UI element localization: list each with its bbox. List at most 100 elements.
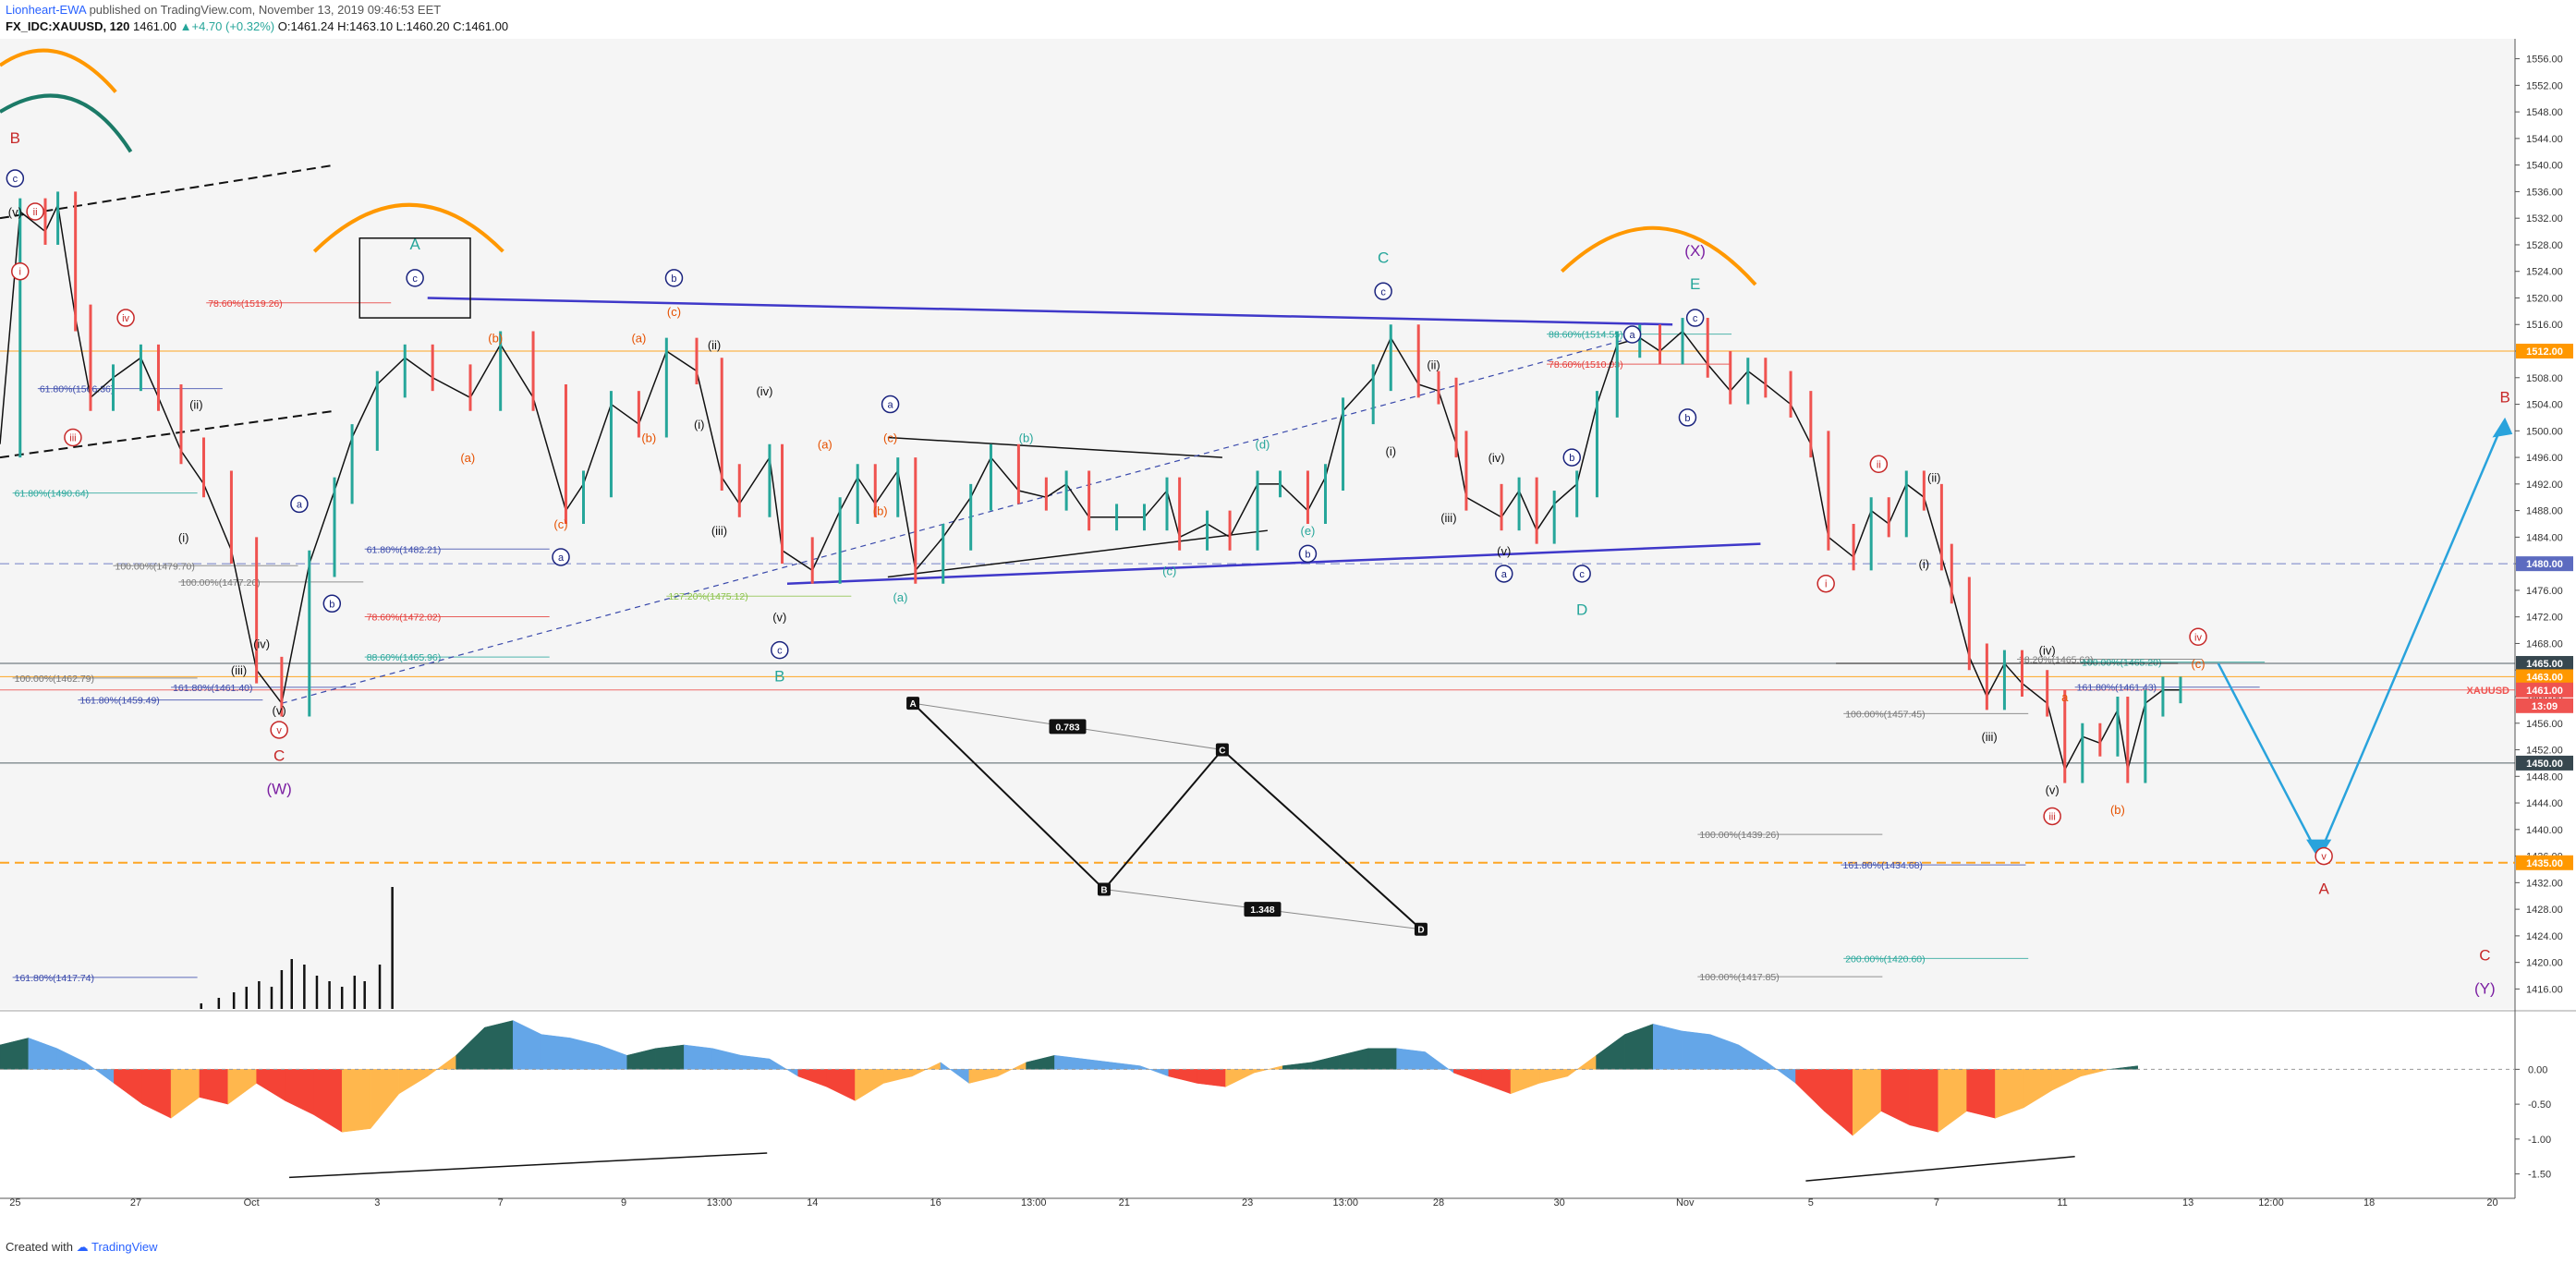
author-link[interactable]: Lionheart-EWA xyxy=(6,3,86,17)
pattern-point xyxy=(906,697,920,710)
price-tick-label: 1504.00 xyxy=(2526,400,2563,411)
osc-segment xyxy=(655,1044,685,1070)
wave-circle xyxy=(664,269,684,287)
wave-circle xyxy=(116,309,135,327)
price-tick-label: 1520.00 xyxy=(2526,293,2563,304)
volume-bars xyxy=(200,887,394,1009)
wave-circle xyxy=(2043,807,2061,826)
divergence-line xyxy=(288,1152,768,1179)
fib-label: 78.60%(1519.26) xyxy=(208,298,283,310)
wave-circle xyxy=(2189,627,2207,647)
wave-label: iii xyxy=(2048,811,2055,822)
last-price: 1461.00 xyxy=(133,19,176,33)
wave-label: a xyxy=(297,499,303,510)
wave-label: i xyxy=(19,267,21,278)
osc-segment xyxy=(1653,1024,1683,1070)
level-tag-label: 1461.00 xyxy=(2526,686,2563,697)
wave-label: B xyxy=(10,129,20,147)
wave-label: (iv) xyxy=(253,637,270,650)
price-tick-label: 1468.00 xyxy=(2526,638,2563,650)
wave-circle xyxy=(1685,309,1705,327)
wave-label: v xyxy=(276,725,282,736)
wave-label: (iv) xyxy=(2039,644,2056,658)
wave-circle xyxy=(881,395,900,414)
time-tick-label: 11 xyxy=(2057,1197,2067,1208)
level-tag xyxy=(2516,344,2573,359)
wave-circle xyxy=(270,721,288,739)
time-tick-label: 30 xyxy=(1554,1197,1565,1208)
osc-tick-label: -0.50 xyxy=(2528,1099,2551,1111)
wave-label: C xyxy=(2479,946,2490,964)
time-tick-label: 25 xyxy=(9,1197,20,1208)
wave-circle xyxy=(406,269,424,287)
wave-label: b xyxy=(671,273,676,285)
wave-label: (ii) xyxy=(1927,471,1940,485)
wave-label: (b) xyxy=(2110,803,2125,817)
footer: Created with ☁ TradingView xyxy=(0,1231,2576,1263)
created-with-text: Created with xyxy=(6,1240,73,1254)
time-tick-label: 3 xyxy=(374,1197,380,1208)
price-tick-label: 1452.00 xyxy=(2526,746,2563,757)
chart-svg[interactable]: 1416.001420.001424.001428.001432.001436.… xyxy=(0,39,2576,1231)
wave-label: (iii) xyxy=(231,663,247,677)
osc-segment xyxy=(1909,1069,1939,1133)
countdown-label: 13:09 xyxy=(2532,701,2558,712)
time-tick-label: 13:00 xyxy=(1333,1197,1359,1208)
wave-circle xyxy=(1298,544,1318,564)
fib-label: 100.00%(1479.70) xyxy=(115,561,194,572)
price-axis xyxy=(2515,39,2576,1231)
price-tick-label: 1484.00 xyxy=(2526,532,2563,543)
wave-label: (iv) xyxy=(1488,451,1505,465)
wave-label: c xyxy=(1380,286,1386,298)
fib-label: 88.60%(1465.96) xyxy=(367,652,442,663)
published-text: published on TradingView.com, November 1… xyxy=(89,3,442,17)
wave-label: (iv) xyxy=(756,384,772,398)
osc-segment xyxy=(1367,1048,1397,1070)
chart-area[interactable]: 1416.001420.001424.001428.001432.001436.… xyxy=(0,39,2576,1231)
wave-label: C xyxy=(1378,249,1389,266)
osc-tick-label: -1.50 xyxy=(2528,1170,2551,1181)
time-tick-label: 7 xyxy=(498,1197,504,1208)
pattern-point-label: A xyxy=(909,699,916,710)
wave-label: (iii) xyxy=(1981,730,1997,744)
wave-circle xyxy=(1622,325,1642,344)
osc-tick-label: 0.00 xyxy=(2528,1064,2547,1075)
wave-circle xyxy=(1869,455,1889,474)
pattern-point xyxy=(1414,922,1428,936)
time-tick-label: 14 xyxy=(807,1197,818,1208)
wave-label: iv xyxy=(122,313,129,324)
price-tick-label: 1508.00 xyxy=(2526,373,2563,384)
price-tick-label: 1516.00 xyxy=(2526,320,2563,331)
time-tick-label: 27 xyxy=(130,1197,141,1208)
time-tick-label: 20 xyxy=(2486,1197,2497,1208)
price-line xyxy=(0,202,2181,772)
symbol-info: FX_IDC:XAUUSD, 120 1461.00 ▲+4.70 (+0.32… xyxy=(6,19,508,33)
pattern-zigzag xyxy=(912,702,1422,930)
fib-label: 200.00%(1420.60) xyxy=(1845,953,1925,965)
wave-label: (ii) xyxy=(708,338,721,352)
wave-label: (ii) xyxy=(1427,358,1440,371)
time-tick-label: Nov xyxy=(1676,1197,1695,1208)
wave-label: C xyxy=(273,747,285,765)
wave-label: (b) xyxy=(1019,431,1034,445)
wave-label: (iii) xyxy=(711,524,727,538)
wave-label: ii xyxy=(33,207,38,218)
fib-label: 161.80%(1461.40) xyxy=(173,683,252,694)
footer-credit: Created with ☁ TradingView xyxy=(6,1240,158,1255)
publish-info: Lionheart-EWA published on TradingView.c… xyxy=(6,3,441,17)
wave-label: (v) xyxy=(772,611,786,625)
wave-label: (W) xyxy=(266,781,291,798)
wave-labels: Bc(v) iiiiviii(ii)(i)(iv)(iii)(v)vC(W)abA… xyxy=(6,129,2510,997)
price-tick-label: 1456.00 xyxy=(2526,719,2563,730)
level-tag-label: 1435.00 xyxy=(2526,858,2563,869)
price-tick-label: 1528.00 xyxy=(2526,240,2563,251)
wave-circle xyxy=(1374,282,1392,301)
trendlines xyxy=(0,164,2179,704)
tradingview-brand[interactable]: TradingView xyxy=(91,1240,158,1254)
price-tick-label: 1440.00 xyxy=(2526,825,2563,836)
price-axis-ticks: 1416.001420.001424.001428.001432.001436.… xyxy=(2515,55,2563,995)
level-tag xyxy=(2516,755,2573,771)
wave-label: ii xyxy=(1877,459,1881,470)
osc-segment xyxy=(1966,1069,1996,1119)
oscillator xyxy=(0,1020,2515,1182)
